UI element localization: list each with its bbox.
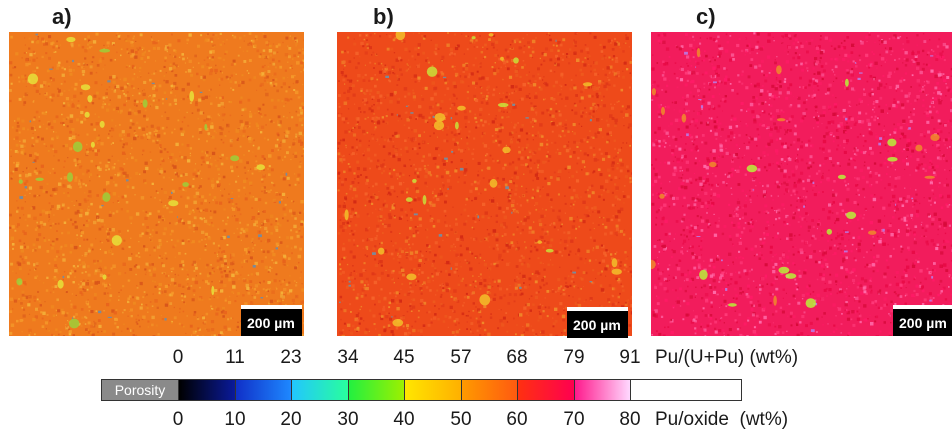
- bottom-tick: 40: [393, 409, 415, 430]
- colorbar-segment: [574, 380, 631, 400]
- colorbar: Porosity: [101, 379, 742, 401]
- top-unit-label: Pu/(U+Pu) (wt%): [655, 347, 799, 368]
- top-tick: 34: [337, 347, 359, 368]
- composition-map-b: [337, 32, 632, 336]
- bottom-tick: 10: [224, 409, 246, 430]
- top-tick: 79: [563, 347, 585, 368]
- panel-a-label: a): [52, 4, 72, 29]
- map-background: [9, 32, 304, 336]
- bottom-tick: 20: [280, 409, 302, 430]
- composition-map-a: [9, 32, 304, 336]
- colorbar-segment: [405, 380, 462, 400]
- top-tick: 11: [225, 347, 245, 368]
- bottom-tick: 30: [337, 409, 359, 430]
- colorbar-segment: [631, 380, 741, 400]
- colorbar-segment: [179, 380, 236, 400]
- bottom-tick: 60: [506, 409, 528, 430]
- colorbar-segment: [518, 380, 575, 400]
- scale-bar-a: 200 µm: [241, 305, 302, 336]
- panel-c-label: c): [696, 4, 716, 29]
- bottom-tick: 50: [450, 409, 472, 430]
- bottom-tick: 80: [619, 409, 641, 430]
- colorbar-segment: [461, 380, 518, 400]
- scale-bar-b: 200 µm: [567, 307, 628, 338]
- panel-b-label: b): [373, 4, 394, 29]
- porosity-swatch: Porosity: [102, 380, 179, 400]
- colorbar-segment: [348, 380, 405, 400]
- top-tick: 68: [506, 347, 528, 368]
- top-tick: 23: [280, 347, 302, 368]
- bottom-tick: 70: [563, 409, 585, 430]
- top-tick: 45: [393, 347, 415, 368]
- top-tick: 0: [172, 347, 184, 368]
- bottom-tick: 0: [172, 409, 184, 430]
- composition-map-c: [651, 32, 952, 336]
- top-tick: 57: [450, 347, 472, 368]
- colorbar-segment: [292, 380, 349, 400]
- bottom-unit-label: Pu/oxide (wt%): [655, 409, 789, 430]
- colorbar-segment: [235, 380, 292, 400]
- top-tick: 91: [619, 347, 641, 368]
- scale-bar-c: 200 µm: [893, 305, 952, 336]
